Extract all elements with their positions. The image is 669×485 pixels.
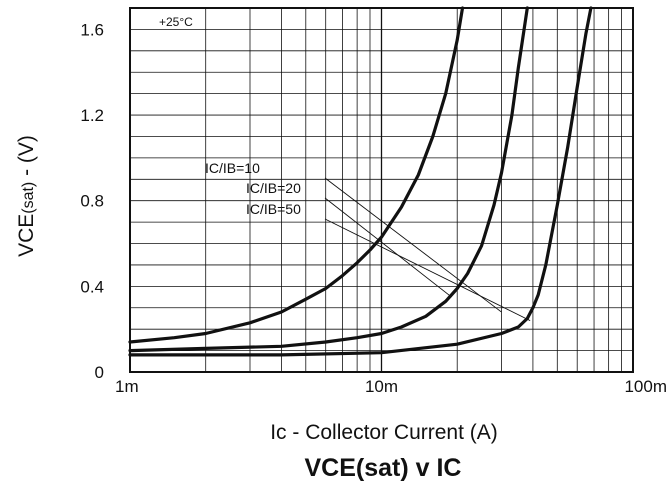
chart-title: VCE(sat) v IC <box>305 454 462 482</box>
plot-frame <box>129 7 634 373</box>
y-axis-title-rest: - (V) <box>15 135 38 182</box>
grid <box>130 8 633 372</box>
temperature-annotation: +25°C <box>159 15 193 29</box>
series-label-leader <box>324 218 531 322</box>
x-tick-label: 100m <box>624 377 667 396</box>
series-label-leader <box>324 177 502 313</box>
chart-title-rest: v IC <box>409 454 462 482</box>
x-tick-label: 1m <box>115 377 139 396</box>
x-axis-title: Ic - Collector Current (A) <box>270 421 498 444</box>
series-curve <box>128 6 465 344</box>
y-tick-label: 1.6 <box>80 20 104 39</box>
series-label: IC/IB=20 <box>246 180 301 196</box>
series-labels: IC/IB=10 IC/IB=20 IC/IB=50 <box>205 160 301 217</box>
y-tick-label: 0.8 <box>80 192 104 211</box>
series-label-leader <box>324 197 452 298</box>
y-axis-title: VCE(sat) - (V) <box>15 135 38 257</box>
y-axis-title-sub: (sat) <box>20 182 37 214</box>
series-label: IC/IB=10 <box>205 160 260 176</box>
series-label-leaders <box>324 177 531 322</box>
series-curve <box>128 6 593 357</box>
x-tick-label: 10m <box>365 377 398 396</box>
tick-labels: 0 0.4 0.8 1.2 1.6 1m 10m 100m <box>80 20 667 396</box>
series-label: IC/IB=50 <box>246 201 301 217</box>
series-curve <box>128 6 529 353</box>
y-axis-title-main: VCE <box>15 214 38 257</box>
y-tick-label: 1.2 <box>80 106 104 125</box>
series-curves <box>128 6 593 357</box>
y-tick-label: 0 <box>95 363 104 382</box>
y-tick-label: 0.4 <box>80 277 104 296</box>
chart-title-main: VCE(sat) <box>305 454 409 482</box>
